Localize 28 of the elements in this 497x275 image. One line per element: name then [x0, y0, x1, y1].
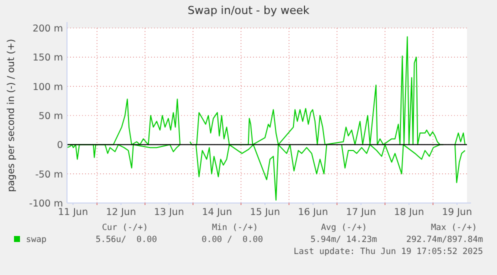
text: 292.74m/897.84m: [406, 235, 483, 245]
x-tick-label: 14 Jun: [202, 207, 232, 218]
y-tick-label: 200 m: [32, 24, 63, 34]
text: 5.94m/ 14.23m: [310, 235, 377, 245]
y-tick-label: 0: [56, 140, 63, 152]
x-tick-label: 16 Jun: [298, 207, 328, 218]
y-axis-title: pages per second in (-) / out (+): [6, 38, 17, 192]
x-tick-label: 13 Jun: [154, 207, 184, 218]
legend-label: swap: [26, 235, 46, 245]
text: 0.00 / 0.00: [202, 235, 263, 245]
y-tick-label: -50 m: [35, 169, 63, 180]
y-tick-label: 50 m: [38, 111, 63, 122]
text: Min (-/+): [212, 223, 258, 233]
x-tick-label: 15 Jun: [250, 207, 280, 218]
text: Cur (-/+): [102, 223, 148, 233]
x-tick-label: 18 Jun: [394, 207, 424, 218]
y-tick-label: 100 m: [32, 82, 63, 93]
x-tick-label: 11 Jun: [58, 207, 88, 218]
chart-title: Swap in/out - by week: [188, 4, 310, 17]
text: Last update: Thu Jun 19 17:05:52 2025: [294, 247, 483, 257]
y-tick-label: 150 m: [32, 52, 63, 64]
text: 5.56u/ 0.00: [96, 235, 157, 245]
x-tick-label: 12 Jun: [106, 207, 136, 218]
x-tick-label: 19 Jun: [442, 207, 472, 218]
y-tick-label: -100 m: [29, 198, 63, 210]
text: Avg (-/+): [320, 223, 367, 233]
x-tick-label: 17 Jun: [346, 207, 376, 218]
text: Max (-/+): [430, 223, 477, 233]
